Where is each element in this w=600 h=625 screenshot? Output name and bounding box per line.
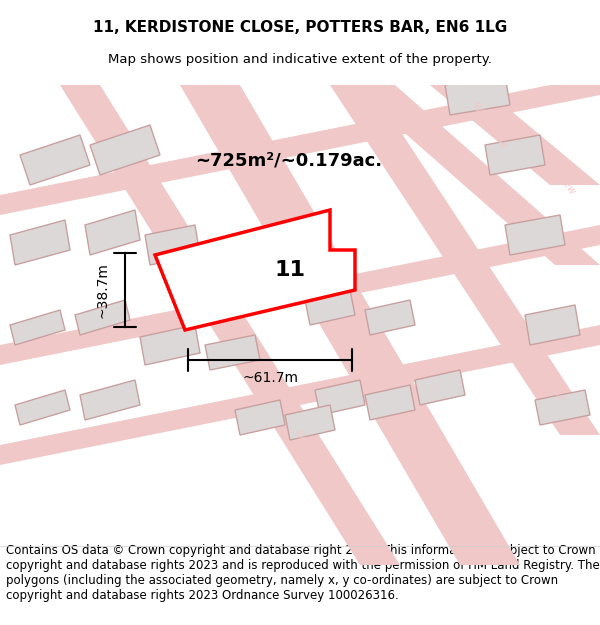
Polygon shape [205,335,260,370]
Text: Contains OS data © Crown copyright and database right 2021. This information is : Contains OS data © Crown copyright and d… [6,544,600,602]
Polygon shape [235,400,285,435]
Polygon shape [330,85,600,435]
Text: Fair View: Fair View [543,154,577,196]
Polygon shape [15,390,70,425]
Polygon shape [20,135,90,185]
Polygon shape [535,390,590,425]
Text: 11: 11 [275,260,305,280]
Polygon shape [350,85,600,265]
Polygon shape [80,380,140,420]
Polygon shape [505,215,565,255]
Polygon shape [155,210,355,330]
Polygon shape [445,75,510,115]
Text: ~38.7m: ~38.7m [96,262,110,318]
Text: Kerdistone Close: Kerdistone Close [292,429,347,501]
Polygon shape [415,370,465,405]
Text: Map shows position and indicative extent of the property.: Map shows position and indicative extent… [108,52,492,66]
Polygon shape [10,220,70,265]
Polygon shape [485,135,545,175]
Polygon shape [0,75,600,215]
Text: ~725m²/~0.179ac.: ~725m²/~0.179ac. [195,151,382,169]
Polygon shape [315,380,365,415]
Polygon shape [430,85,600,185]
Text: ~61.7m: ~61.7m [242,371,298,385]
Text: Wain Close: Wain Close [470,100,509,150]
Polygon shape [75,300,130,335]
Polygon shape [305,290,355,325]
Polygon shape [365,300,415,335]
Polygon shape [90,125,160,175]
Polygon shape [210,240,260,275]
Polygon shape [0,225,600,365]
Polygon shape [180,85,520,565]
Text: 11, KERDISTONE CLOSE, POTTERS BAR, EN6 1LG: 11, KERDISTONE CLOSE, POTTERS BAR, EN6 1… [93,20,507,35]
Polygon shape [145,225,200,265]
Polygon shape [525,305,580,345]
Polygon shape [85,210,140,255]
Text: Heath Close: Heath Close [524,348,566,402]
Polygon shape [10,310,65,345]
Polygon shape [285,405,335,440]
Polygon shape [60,85,400,565]
Polygon shape [0,325,600,465]
Polygon shape [140,325,200,365]
Polygon shape [365,385,415,420]
